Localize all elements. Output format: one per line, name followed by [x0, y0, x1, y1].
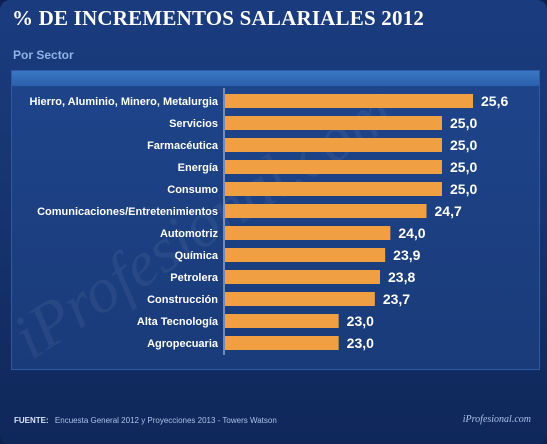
bar — [225, 94, 473, 108]
value-label: 23,8 — [388, 269, 415, 285]
bar — [225, 314, 339, 328]
value-label: 23,7 — [383, 291, 410, 307]
value-label: 23,9 — [393, 247, 420, 263]
value-label: 24,0 — [398, 225, 425, 241]
category-label: Hierro, Aluminio, Minero, Metalurgia — [30, 96, 219, 108]
chart-panel-header — [12, 71, 539, 86]
footer-source: FUENTE: Encuesta General 2012 y Proyecci… — [14, 416, 277, 425]
bar — [225, 182, 442, 196]
bar — [225, 116, 442, 130]
bar — [225, 336, 339, 350]
category-label: Consumo — [167, 184, 218, 196]
category-label: Automotriz — [160, 228, 219, 240]
value-label: 25,0 — [450, 159, 477, 175]
category-label: Química — [175, 250, 219, 262]
category-label: Petrolera — [170, 272, 219, 284]
source-label: FUENTE: — [14, 416, 49, 425]
chart-subtitle: Por Sector — [13, 48, 74, 62]
value-label: 25,0 — [450, 181, 477, 197]
category-label: Farmacéutica — [147, 140, 219, 152]
brand-logo-text: iProfesional.com — [462, 414, 531, 425]
value-label: 25,6 — [481, 93, 508, 109]
bar — [225, 138, 442, 152]
category-label: Servicios — [169, 118, 218, 130]
bar-chart: Hierro, Aluminio, Minero, Metalurgia 25,6… — [30, 88, 508, 355]
value-label: 25,0 — [450, 115, 477, 131]
bar — [225, 248, 386, 262]
value-label: 24,7 — [435, 203, 462, 219]
source-text: Encuesta General 2012 y Proyecciones 201… — [54, 416, 277, 425]
category-label: Comunicaciones/Entretenimientos — [37, 206, 218, 218]
category-label: Construcción — [147, 294, 218, 306]
page-title: % DE INCREMENTOS SALARIALES 2012 — [12, 6, 425, 30]
bar — [225, 292, 375, 306]
value-label: 25,0 — [450, 137, 477, 153]
category-label: Energía — [178, 162, 219, 174]
category-label: Agropecuaria — [147, 338, 219, 350]
category-label: Alta Tecnología — [137, 316, 219, 328]
bar — [225, 204, 427, 218]
bar — [225, 270, 380, 284]
value-label: 23,0 — [347, 313, 374, 329]
bar — [225, 226, 391, 240]
bar — [225, 160, 442, 174]
value-label: 23,0 — [347, 335, 374, 351]
